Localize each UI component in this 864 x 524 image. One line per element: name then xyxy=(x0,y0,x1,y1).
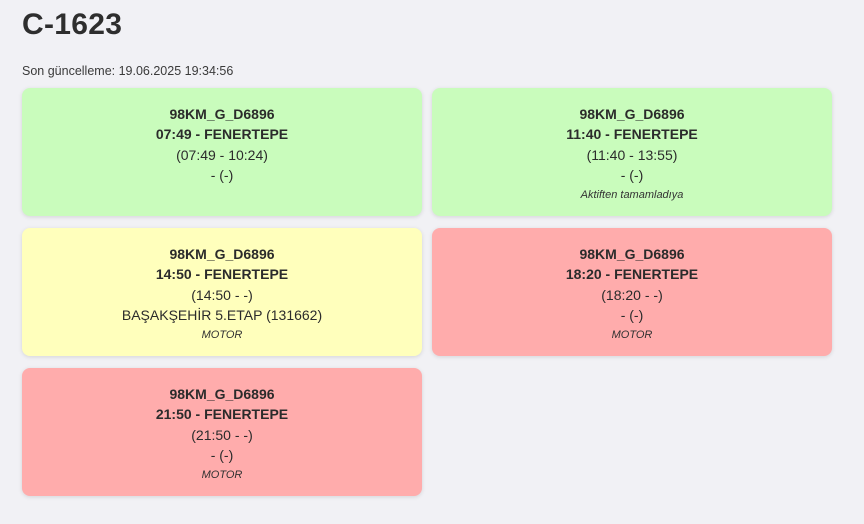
last-update-text: Son güncelleme: 19.06.2025 19:34:56 xyxy=(22,64,234,78)
card-line-code: 98KM_G_D6896 xyxy=(169,106,275,122)
trip-card[interactable]: 98KM_G_D6896 07:49 - FENERTEPE (07:49 - … xyxy=(22,88,422,216)
trip-card-grid: 98KM_G_D6896 07:49 - FENERTEPE (07:49 - … xyxy=(22,88,832,496)
card-note: MOTOR xyxy=(611,329,653,342)
trip-card[interactable]: 98KM_G_D6896 14:50 - FENERTEPE (14:50 - … xyxy=(22,228,422,356)
card-time-range: (21:50 - -) xyxy=(191,426,253,443)
card-location: BAŞAKŞEHİR 5.ETAP (131662) xyxy=(121,306,323,323)
card-time-range: (18:20 - -) xyxy=(601,286,663,303)
card-location: - (-) xyxy=(210,446,234,463)
card-time-range: (07:49 - 10:24) xyxy=(176,146,268,163)
card-note: MOTOR xyxy=(201,469,243,482)
page-title: C-1623 xyxy=(22,8,123,41)
trip-card[interactable]: 98KM_G_D6896 21:50 - FENERTEPE (21:50 - … xyxy=(22,368,422,496)
card-trip: 18:20 - FENERTEPE xyxy=(565,266,699,283)
card-line-code: 98KM_G_D6896 xyxy=(579,106,685,122)
card-time-range: (14:50 - -) xyxy=(191,286,253,303)
card-trip: 14:50 - FENERTEPE xyxy=(155,266,289,283)
card-line-code: 98KM_G_D6896 xyxy=(579,246,685,262)
card-trip: 21:50 - FENERTEPE xyxy=(155,406,289,423)
card-location: - (-) xyxy=(620,306,644,323)
card-line-code: 98KM_G_D6896 xyxy=(169,246,275,262)
card-note: MOTOR xyxy=(201,329,243,342)
card-line-code: 98KM_G_D6896 xyxy=(169,386,275,402)
card-location: - (-) xyxy=(620,166,644,183)
card-time-range: (11:40 - 13:55) xyxy=(586,146,678,163)
trip-card[interactable]: 98KM_G_D6896 11:40 - FENERTEPE (11:40 - … xyxy=(432,88,832,216)
card-location: - (-) xyxy=(210,166,234,183)
card-trip: 07:49 - FENERTEPE xyxy=(155,126,289,143)
card-note: Aktiften tamamladıya xyxy=(580,189,684,202)
card-trip: 11:40 - FENERTEPE xyxy=(566,126,698,143)
trip-card[interactable]: 98KM_G_D6896 18:20 - FENERTEPE (18:20 - … xyxy=(432,228,832,356)
